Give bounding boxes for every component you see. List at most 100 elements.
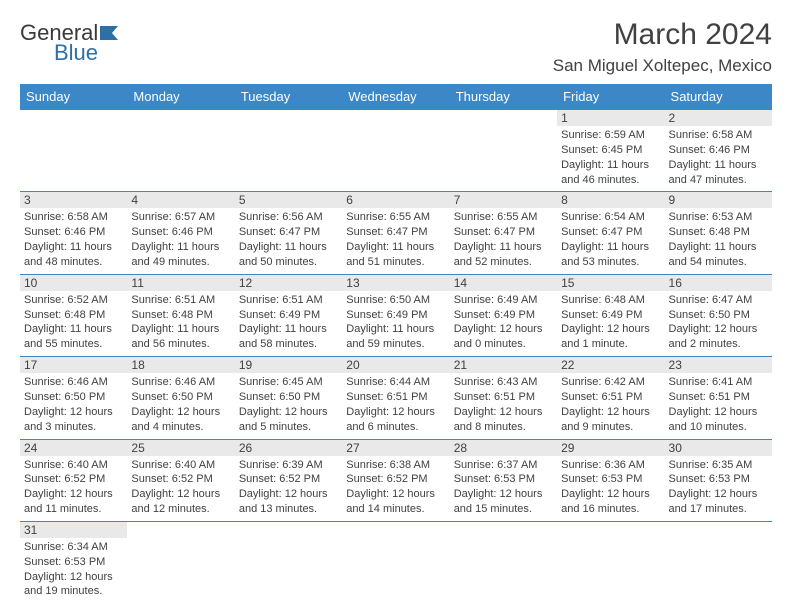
daylight-text: Daylight: 12 hours and 3 minutes. <box>24 405 123 435</box>
day-info: Sunrise: 6:37 AMSunset: 6:53 PMDaylight:… <box>454 458 553 517</box>
day-number: 23 <box>665 357 772 373</box>
day-number: 18 <box>127 357 234 373</box>
sunrise-text: Sunrise: 6:52 AM <box>24 293 123 308</box>
day-number: 12 <box>235 275 342 291</box>
calendar-page: General Blue March 2024 San Miguel Xolte… <box>0 0 792 615</box>
day-number: 5 <box>235 192 342 208</box>
daylight-text: Daylight: 12 hours and 6 minutes. <box>346 405 445 435</box>
daylight-text: Daylight: 11 hours and 46 minutes. <box>561 158 660 188</box>
sunrise-text: Sunrise: 6:42 AM <box>561 375 660 390</box>
month-title: March 2024 <box>553 18 772 52</box>
sunset-text: Sunset: 6:52 PM <box>24 472 123 487</box>
calendar-empty-cell <box>665 521 772 603</box>
sunrise-text: Sunrise: 6:46 AM <box>24 375 123 390</box>
calendar-empty-cell <box>342 521 449 603</box>
calendar-week-row: 10Sunrise: 6:52 AMSunset: 6:48 PMDayligh… <box>20 274 772 356</box>
sunset-text: Sunset: 6:51 PM <box>454 390 553 405</box>
sunset-text: Sunset: 6:50 PM <box>24 390 123 405</box>
sunrise-text: Sunrise: 6:51 AM <box>239 293 338 308</box>
sunrise-text: Sunrise: 6:38 AM <box>346 458 445 473</box>
day-info: Sunrise: 6:59 AMSunset: 6:45 PMDaylight:… <box>561 128 660 187</box>
calendar-day-cell: 4 Sunrise: 6:57 AMSunset: 6:46 PMDaylight… <box>127 192 234 274</box>
calendar-day-cell: 3Sunrise: 6:58 AMSunset: 6:46 PMDaylight… <box>20 192 127 274</box>
daylight-text: Daylight: 12 hours and 14 minutes. <box>346 487 445 517</box>
calendar-day-cell: 26Sunrise: 6:39 AMSunset: 6:52 PMDayligh… <box>235 439 342 521</box>
calendar-week-row: 1 Sunrise: 6:59 AMSunset: 6:45 PMDaylight… <box>20 110 772 192</box>
sunrise-text: Sunrise: 6:55 AM <box>454 210 553 225</box>
location-subtitle: San Miguel Xoltepec, Mexico <box>553 56 772 76</box>
sunset-text: Sunset: 6:48 PM <box>669 225 768 240</box>
sunset-text: Sunset: 6:53 PM <box>24 555 123 570</box>
day-info: Sunrise: 6:38 AMSunset: 6:52 PMDaylight:… <box>346 458 445 517</box>
calendar-day-cell: 17 Sunrise: 6:46 AMSunset: 6:50 PMDayligh… <box>20 357 127 439</box>
daylight-text: Daylight: 12 hours and 15 minutes. <box>454 487 553 517</box>
sunset-text: Sunset: 6:48 PM <box>131 308 230 323</box>
day-number: 31 <box>20 522 127 538</box>
day-number: 15 <box>557 275 664 291</box>
day-info: Sunrise: 6:46 AMSunset: 6:50 PMDaylight:… <box>24 375 123 434</box>
daylight-text: Daylight: 12 hours and 2 minutes. <box>669 322 768 352</box>
calendar-day-cell: 25Sunrise: 6:40 AMSunset: 6:52 PMDayligh… <box>127 439 234 521</box>
weekday-header: Thursday <box>450 84 557 110</box>
day-number: 20 <box>342 357 449 373</box>
daylight-text: Daylight: 11 hours and 48 minutes. <box>24 240 123 270</box>
day-number: 1 <box>557 110 664 126</box>
day-info: Sunrise: 6:56 AMSunset: 6:47 PMDaylight:… <box>239 210 338 269</box>
sunset-text: Sunset: 6:46 PM <box>24 225 123 240</box>
calendar-empty-cell <box>127 110 234 192</box>
calendar-day-cell: 11 Sunrise: 6:51 AMSunset: 6:48 PMDayligh… <box>127 274 234 356</box>
day-number: 11 <box>127 275 234 291</box>
day-info: Sunrise: 6:40 AMSunset: 6:52 PMDaylight:… <box>24 458 123 517</box>
sunrise-text: Sunrise: 6:39 AM <box>239 458 338 473</box>
logo-secondary-text: Blue <box>54 42 122 64</box>
daylight-text: Daylight: 12 hours and 16 minutes. <box>561 487 660 517</box>
daylight-text: Daylight: 11 hours and 56 minutes. <box>131 322 230 352</box>
day-info: Sunrise: 6:48 AMSunset: 6:49 PMDaylight:… <box>561 293 660 352</box>
sunset-text: Sunset: 6:51 PM <box>561 390 660 405</box>
sunset-text: Sunset: 6:48 PM <box>24 308 123 323</box>
day-info: Sunrise: 6:57 AMSunset: 6:46 PMDaylight:… <box>131 210 230 269</box>
daylight-text: Daylight: 12 hours and 8 minutes. <box>454 405 553 435</box>
day-info: Sunrise: 6:36 AMSunset: 6:53 PMDaylight:… <box>561 458 660 517</box>
day-number: 25 <box>127 440 234 456</box>
day-number: 10 <box>20 275 127 291</box>
calendar-empty-cell <box>20 110 127 192</box>
calendar-day-cell: 10Sunrise: 6:52 AMSunset: 6:48 PMDayligh… <box>20 274 127 356</box>
day-info: Sunrise: 6:34 AMSunset: 6:53 PMDaylight:… <box>24 540 123 599</box>
sunset-text: Sunset: 6:51 PM <box>346 390 445 405</box>
day-number: 13 <box>342 275 449 291</box>
calendar-day-cell: 29Sunrise: 6:36 AMSunset: 6:53 PMDayligh… <box>557 439 664 521</box>
sunrise-text: Sunrise: 6:55 AM <box>346 210 445 225</box>
day-info: Sunrise: 6:43 AMSunset: 6:51 PMDaylight:… <box>454 375 553 434</box>
sunrise-text: Sunrise: 6:51 AM <box>131 293 230 308</box>
sunset-text: Sunset: 6:46 PM <box>669 143 768 158</box>
calendar-day-cell: 21Sunrise: 6:43 AMSunset: 6:51 PMDayligh… <box>450 357 557 439</box>
day-number: 6 <box>342 192 449 208</box>
daylight-text: Daylight: 12 hours and 19 minutes. <box>24 570 123 600</box>
calendar-day-cell: 6Sunrise: 6:55 AMSunset: 6:47 PMDaylight… <box>342 192 449 274</box>
calendar-empty-cell <box>127 521 234 603</box>
day-info: Sunrise: 6:41 AMSunset: 6:51 PMDaylight:… <box>669 375 768 434</box>
sunrise-text: Sunrise: 6:58 AM <box>669 128 768 143</box>
calendar-empty-cell <box>342 110 449 192</box>
calendar-week-row: 24Sunrise: 6:40 AMSunset: 6:52 PMDayligh… <box>20 439 772 521</box>
daylight-text: Daylight: 12 hours and 10 minutes. <box>669 405 768 435</box>
day-number: 9 <box>665 192 772 208</box>
day-number: 17 <box>20 357 127 373</box>
calendar-day-cell: 5 Sunrise: 6:56 AMSunset: 6:47 PMDaylight… <box>235 192 342 274</box>
weekday-header: Wednesday <box>342 84 449 110</box>
calendar-day-cell: 28Sunrise: 6:37 AMSunset: 6:53 PMDayligh… <box>450 439 557 521</box>
sunrise-text: Sunrise: 6:40 AM <box>131 458 230 473</box>
sunrise-text: Sunrise: 6:40 AM <box>24 458 123 473</box>
day-info: Sunrise: 6:35 AMSunset: 6:53 PMDaylight:… <box>669 458 768 517</box>
daylight-text: Daylight: 12 hours and 17 minutes. <box>669 487 768 517</box>
sunrise-text: Sunrise: 6:56 AM <box>239 210 338 225</box>
calendar-week-row: 31 Sunrise: 6:34 AMSunset: 6:53 PMDayligh… <box>20 521 772 603</box>
day-number: 4 <box>127 192 234 208</box>
brand-logo: General Blue <box>20 22 122 64</box>
calendar-day-cell: 23 Sunrise: 6:41 AMSunset: 6:51 PMDayligh… <box>665 357 772 439</box>
day-info: Sunrise: 6:51 AMSunset: 6:49 PMDaylight:… <box>239 293 338 352</box>
sunrise-text: Sunrise: 6:45 AM <box>239 375 338 390</box>
sunset-text: Sunset: 6:49 PM <box>346 308 445 323</box>
sunrise-text: Sunrise: 6:54 AM <box>561 210 660 225</box>
